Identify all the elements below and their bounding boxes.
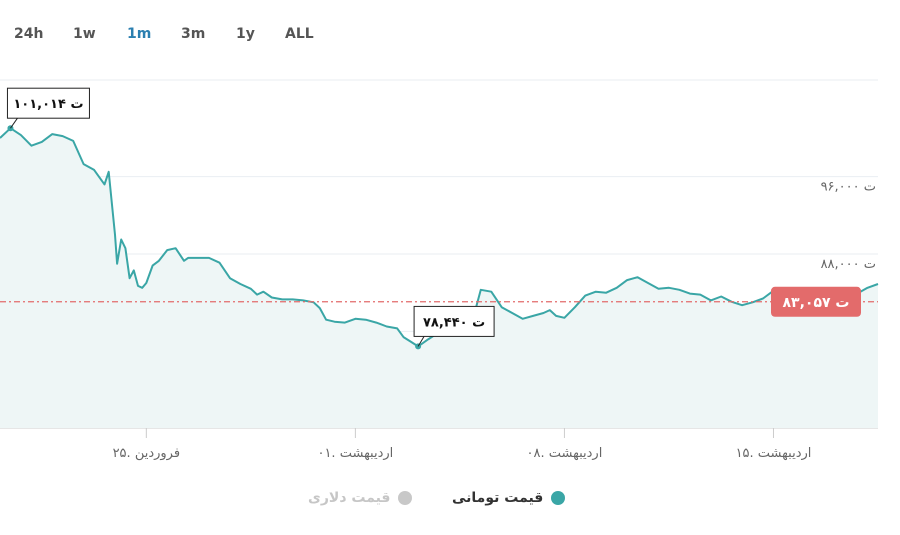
x-tick-label: ۰۸. اردیبهشت <box>527 446 603 461</box>
max-price-box <box>6 87 90 119</box>
legend-dollar[interactable]: قیمت دلاری <box>308 490 413 506</box>
legend-toman[interactable]: قیمت تومانی <box>452 490 566 506</box>
min-price-box <box>413 305 495 337</box>
legend-dollar-dot <box>398 491 413 505</box>
legend-toman-label: قیمت تومانی <box>452 490 544 506</box>
range-24h-button[interactable]: 24h <box>14 26 44 42</box>
range-1y-button[interactable]: 1y <box>236 26 255 42</box>
max-price-leader <box>10 117 18 129</box>
y-tick-label: ت ۸۸,۰۰۰ <box>821 257 876 272</box>
max-price-label: ت ۱۰۱,۰۱۴ <box>13 97 83 112</box>
range-all-button[interactable]: ALL <box>285 26 314 42</box>
range-1w-button[interactable]: 1w <box>73 26 96 42</box>
series-line <box>0 127 879 348</box>
x-tick-label: ۲۵. فروردین <box>113 446 180 461</box>
min-price-leader <box>417 336 425 347</box>
current-price-label: ت ۸۳,۰۵۷ <box>783 295 850 311</box>
current-price-badge <box>771 286 861 317</box>
legend-toman-dot <box>551 491 566 505</box>
x-tick-label: ۰۱. اردیبهشت <box>317 446 393 461</box>
legend-dollar-label: قیمت دلاری <box>308 490 391 506</box>
min-price-label: ت ۷۸,۴۴۰ <box>423 315 485 330</box>
y-tick-label: ت ۹۶,۰۰۰ <box>821 180 876 195</box>
chart-legend: قیمت تومانی قیمت دلاری <box>0 490 900 514</box>
series-area <box>0 128 878 428</box>
range-3m-button[interactable]: 3m <box>181 26 206 42</box>
x-tick-label: ۱۵. اردیبهشت <box>736 446 812 461</box>
range-1m-button[interactable]: 1m <box>127 26 152 42</box>
